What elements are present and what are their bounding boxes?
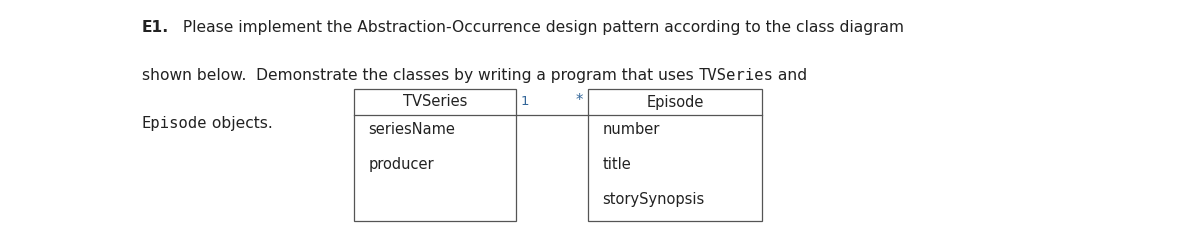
Text: Episode: Episode: [647, 95, 703, 109]
Text: Episode: Episode: [142, 116, 208, 132]
Text: Please implement the Abstraction-Occurrence design pattern according to the clas: Please implement the Abstraction-Occurre…: [178, 20, 904, 35]
Text: E1.: E1.: [142, 20, 169, 35]
Text: TVSeries: TVSeries: [403, 95, 467, 109]
Text: title: title: [602, 157, 631, 172]
Bar: [588, 89, 762, 221]
Text: and: and: [773, 68, 808, 84]
Text: shown below.  Demonstrate the classes by writing a program that uses: shown below. Demonstrate the classes by …: [142, 68, 698, 84]
Text: number: number: [602, 122, 660, 137]
Text: storySynopsis: storySynopsis: [602, 192, 704, 207]
Text: 1: 1: [521, 95, 529, 108]
Text: objects.: objects.: [208, 116, 272, 132]
Text: *: *: [576, 93, 583, 108]
Bar: [354, 89, 516, 221]
Text: producer: producer: [368, 157, 434, 172]
Text: seriesName: seriesName: [368, 122, 455, 137]
Text: TVSeries: TVSeries: [698, 68, 773, 84]
